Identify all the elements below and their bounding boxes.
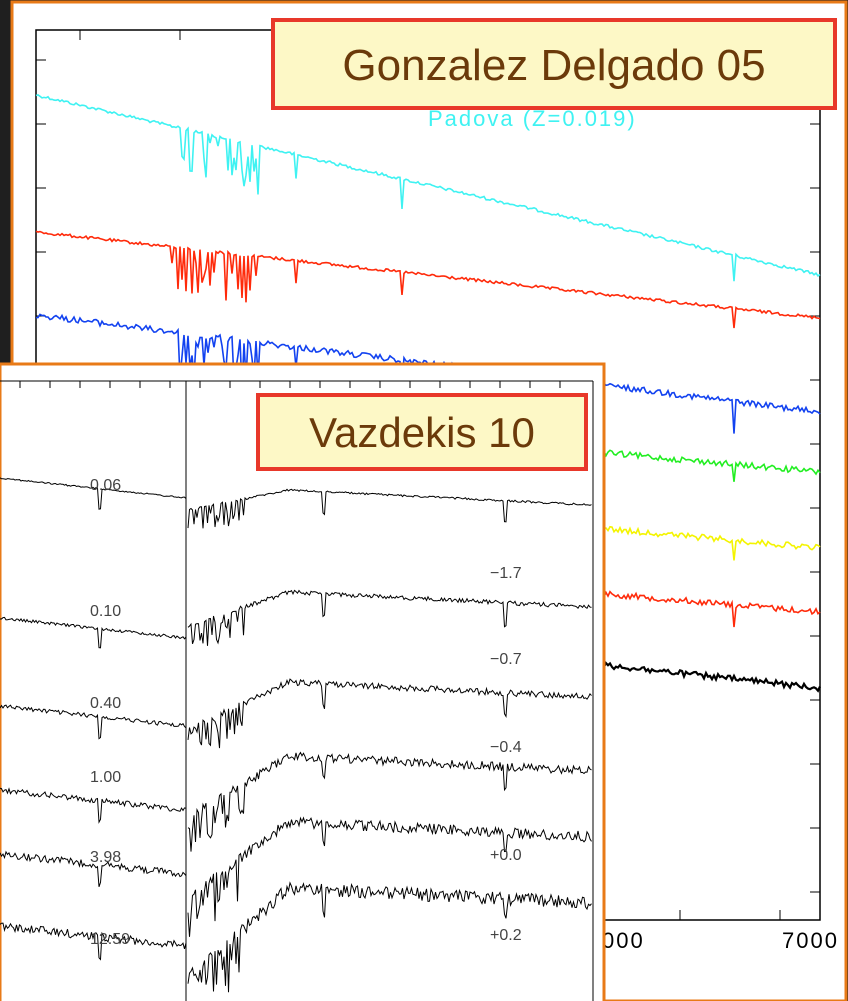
vz-callout-text: Vazdekis 10: [309, 409, 535, 456]
vz-right-series-5: [187, 816, 592, 937]
gd-series-2: [35, 230, 821, 329]
vz-right-label-1: −1.7: [490, 565, 522, 582]
vz-right-series-1: [187, 488, 592, 529]
gd-callout: Gonzalez Delgado 05: [271, 18, 837, 110]
vz-left-series-3: [0, 704, 187, 740]
vz-left-label-5: 3.98: [90, 849, 121, 866]
gd-x-tick-label-2: 7000: [782, 928, 839, 953]
vz-series-group: [0, 477, 592, 993]
vz-callout-box: [256, 393, 588, 471]
vz-left-series-6: [0, 922, 187, 961]
vz-right-label-5: +0.2: [490, 927, 522, 944]
vz-right-label-3: −0.4: [490, 739, 522, 756]
vz-right-label-2: −0.7: [490, 651, 522, 668]
vz-axis-ticks: [19, 381, 561, 388]
vz-left-series-4: [0, 787, 187, 824]
gd-callout-text: Gonzalez Delgado 05: [342, 41, 765, 90]
vz-right-series-3: [187, 678, 592, 749]
gd-x-tick-label-1: 000: [602, 928, 645, 953]
vz-left-label-2: 0.10: [90, 603, 121, 620]
vz-callout: Vazdekis 10: [256, 393, 588, 471]
vz-right-label-4: +0.0: [490, 847, 522, 864]
gd-callout-box: [271, 18, 837, 110]
gd-annotation: Padova (Z=0.019): [428, 106, 637, 131]
gd-series-1: [35, 94, 821, 282]
vz-labels-group: 0.06 0.10 0.40 1.00 3.98 12.59 −1.7 −0.7 −0.4 +0.…: [90, 477, 522, 948]
vz-left-label-1: 0.06: [90, 477, 121, 494]
vz-left-label-4: 1.00: [90, 769, 121, 786]
vz-right-series-2: [187, 589, 592, 646]
vz-left-series-1: [0, 477, 187, 510]
vazdekis-chart: 0.06 0.10 0.40 1.00 3.98 12.59 −1.7 −0.7 −0.4 +0.…: [0, 362, 606, 1001]
vz-left-label-3: 0.40: [90, 695, 121, 712]
vz-left-series-2: [0, 616, 187, 649]
vz-right-series-6: [187, 881, 592, 993]
vz-left-label-6: 12.59: [90, 931, 130, 948]
vz-right-series-4: [187, 751, 592, 852]
vz-left-series-5: [0, 850, 187, 887]
